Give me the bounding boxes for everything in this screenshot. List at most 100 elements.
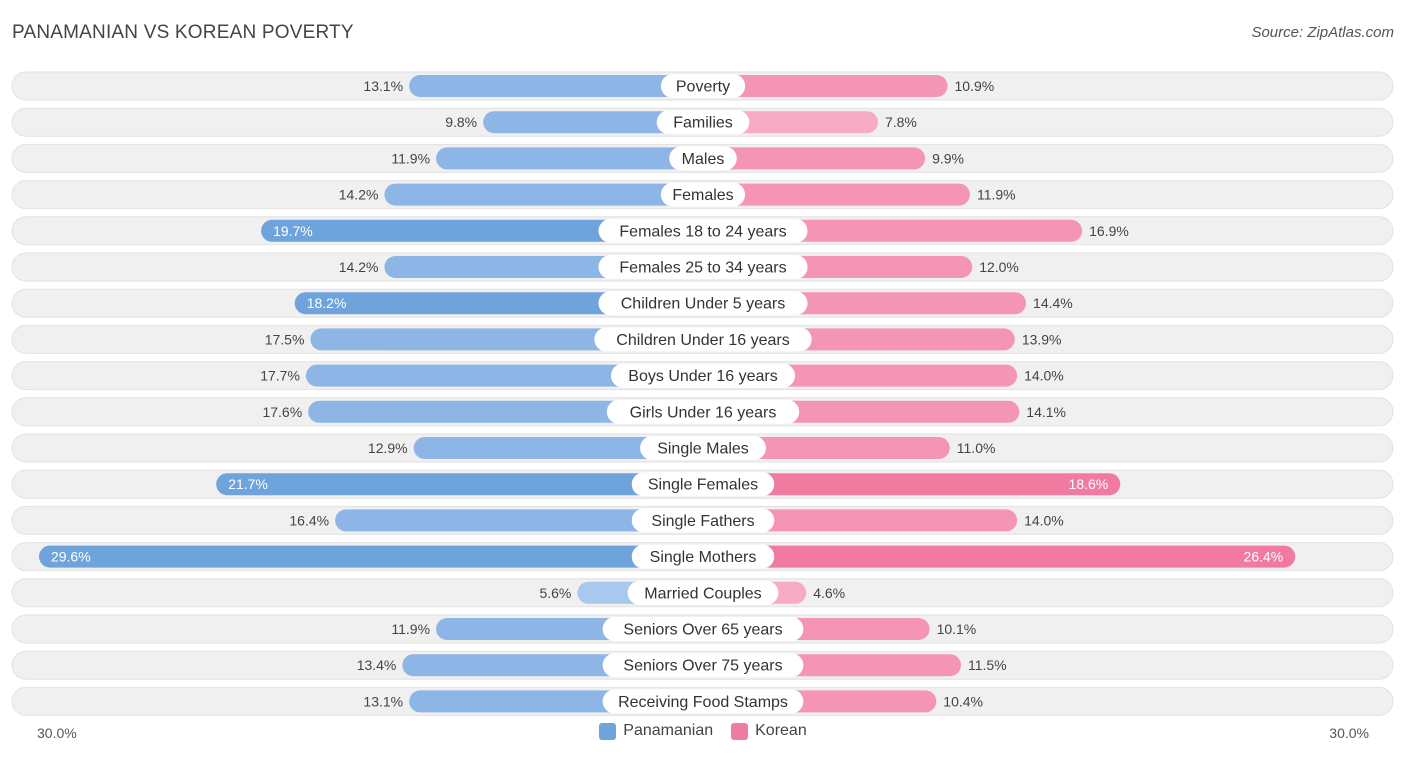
chart-row[interactable]: 12.9% 11.0% Single Males [11, 433, 1394, 463]
value-label-korean: 13.9% [1022, 331, 1062, 347]
chart-row[interactable]: 11.9% 10.1% Seniors Over 65 years [11, 614, 1394, 644]
category-label: Children Under 16 years [616, 332, 789, 349]
bar-korean [703, 147, 926, 170]
chart-row[interactable]: 9.8% 7.8% Families [11, 107, 1394, 137]
chart-row[interactable]: 18.2% 14.4% Children Under 5 years [11, 288, 1394, 318]
value-label-panamanian: 16.4% [289, 512, 329, 528]
chart-row[interactable]: 13.4% 11.5% Seniors Over 75 years [11, 650, 1394, 680]
bar-panamanian [409, 75, 703, 97]
value-label-panamanian: 17.5% [265, 331, 305, 347]
bar-korean [703, 183, 970, 206]
chart-row[interactable]: 17.7% 14.0% Boys Under 16 years [11, 361, 1394, 391]
category-label: Single Fathers [651, 513, 754, 530]
category-label-pill [631, 544, 775, 569]
category-label-pill [602, 653, 804, 678]
category-label-pill [627, 580, 779, 605]
bar-korean [703, 437, 950, 459]
value-label-korean: 10.1% [937, 621, 977, 637]
bar-korean [703, 75, 948, 97]
value-label-panamanian: 11.9% [391, 621, 430, 637]
value-label-korean: 11.9% [977, 187, 1016, 203]
value-label-panamanian: 11.9% [391, 150, 430, 166]
chart-row[interactable]: 17.6% 14.1% Girls Under 16 years [11, 397, 1394, 427]
legend-swatch-korean [731, 722, 749, 740]
category-label: Girls Under 16 years [630, 404, 777, 421]
category-label: Females [672, 187, 733, 204]
legend: Panamanian Korean [0, 722, 1406, 740]
value-label-korean: 4.6% [813, 585, 845, 601]
value-label-korean: 14.4% [1033, 295, 1073, 311]
category-label-pill [602, 617, 804, 641]
chart-row[interactable]: 5.6% 4.6% Married Couples [11, 578, 1394, 608]
category-label-pill [594, 327, 812, 352]
value-label-korean: 9.9% [932, 150, 964, 166]
value-label-korean: 7.8% [885, 114, 917, 130]
chart-row[interactable]: 14.2% 11.9% Females [11, 180, 1394, 210]
category-label: Females 25 to 34 years [619, 260, 786, 277]
legend-item-panamanian[interactable]: Panamanian [599, 722, 713, 740]
value-label-panamanian: 29.6% [51, 549, 91, 565]
chart-row[interactable]: 14.2% 12.0% Females 25 to 34 years [11, 252, 1394, 282]
bar-korean [703, 545, 1296, 568]
category-label-pill [602, 689, 804, 714]
value-label-korean: 14.0% [1024, 368, 1064, 384]
category-label: Females 18 to 24 years [619, 223, 786, 240]
chart-title: PANAMANIAN VS KOREAN POVERTY [12, 22, 354, 43]
chart-row[interactable]: 21.7% 18.6% Single Females [11, 469, 1394, 499]
category-label-pill [598, 291, 808, 316]
bar-panamanian [413, 437, 703, 459]
value-label-panamanian: 13.1% [363, 693, 403, 709]
category-label-pill [660, 182, 746, 207]
axis-label-left: 30.0% [37, 725, 77, 741]
category-label-pill [606, 399, 800, 424]
value-label-panamanian: 14.2% [339, 187, 379, 203]
category-label-pill [640, 436, 766, 460]
value-label-panamanian: 17.6% [262, 404, 302, 420]
bar-panamanian [216, 473, 704, 496]
chart-row[interactable]: 13.1% 10.4% Receiving Food Stamps [11, 686, 1394, 716]
value-label-panamanian: 9.8% [445, 114, 477, 130]
value-label-korean: 12.0% [979, 259, 1019, 275]
chart-source: Source: ZipAtlas.com [1251, 24, 1394, 41]
category-label: Poverty [676, 79, 730, 96]
category-label: Males [682, 151, 725, 168]
category-label: Single Females [648, 477, 758, 494]
bar-panamanian [38, 545, 704, 568]
bar-panamanian [384, 183, 703, 206]
chart-row[interactable]: 13.1% 10.9% Poverty [11, 71, 1394, 101]
legend-label-korean: Korean [755, 722, 807, 739]
category-label: Boys Under 16 years [628, 368, 777, 385]
legend-item-korean[interactable]: Korean [731, 722, 807, 740]
value-label-panamanian: 14.2% [339, 259, 379, 275]
category-label: Single Males [657, 441, 749, 458]
chart-row[interactable]: 16.4% 14.0% Single Fathers [11, 505, 1394, 535]
chart-row[interactable]: 29.6% 26.4% Single Mothers [11, 542, 1394, 572]
bar-korean [703, 473, 1121, 496]
category-label-pill [669, 146, 737, 171]
value-label-korean: 14.1% [1026, 404, 1066, 420]
value-label-panamanian: 21.7% [228, 476, 268, 492]
value-label-korean: 11.0% [957, 440, 996, 456]
category-label-pill [656, 110, 750, 135]
category-label-pill [631, 508, 775, 533]
value-label-panamanian: 13.4% [357, 657, 397, 673]
value-label-panamanian: 18.2% [307, 295, 347, 311]
legend-label-panamanian: Panamanian [623, 722, 714, 739]
category-label-pill [631, 472, 775, 497]
bar-panamanian [305, 364, 703, 387]
value-label-korean: 11.5% [968, 657, 1007, 673]
chart-row[interactable]: 11.9% 9.9% Males [11, 143, 1394, 173]
category-label: Children Under 5 years [621, 296, 786, 313]
category-label: Single Mothers [650, 549, 757, 566]
category-label-pill [598, 255, 808, 279]
chart-row[interactable]: 17.5% 13.9% Children Under 16 years [11, 324, 1394, 354]
value-label-korean: 26.4% [1244, 549, 1284, 565]
value-label-panamanian: 19.7% [273, 223, 313, 239]
value-label-panamanian: 5.6% [539, 585, 571, 601]
axis-label-right: 30.0% [1329, 725, 1369, 741]
category-label-pill [598, 218, 808, 243]
value-label-korean: 10.9% [955, 78, 995, 94]
chart-row[interactable]: 19.7% 16.9% Females 18 to 24 years [11, 216, 1394, 246]
category-label-pill [610, 363, 796, 388]
category-label: Seniors Over 75 years [623, 658, 782, 675]
